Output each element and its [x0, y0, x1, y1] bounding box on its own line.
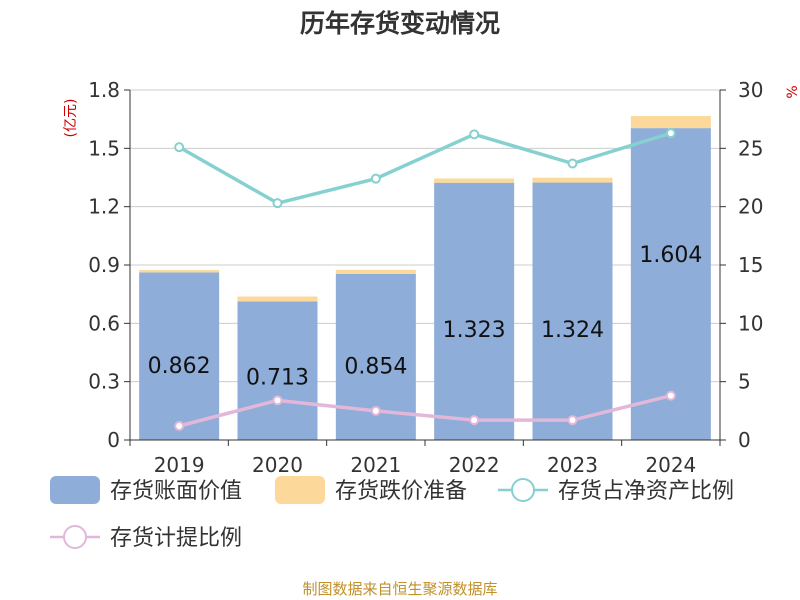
left-tick-label: 1.8 [88, 78, 120, 102]
bar-book-value [532, 182, 613, 441]
legend-marker [511, 478, 535, 502]
bar-value-label: 1.324 [541, 318, 604, 343]
legend-label: 存货账面价值 [110, 479, 242, 504]
legend-swatch [50, 476, 100, 504]
legend-marker [63, 525, 87, 549]
bar-book-value [139, 272, 220, 440]
left-tick-label: 0.9 [88, 253, 120, 277]
point-inventory-to-net-assets [469, 129, 480, 140]
source-note: 制图数据来自恒生聚源数据库 [302, 580, 497, 598]
x-tick-label: 2023 [547, 453, 598, 477]
gridlines [130, 89, 720, 383]
series-lines [174, 128, 676, 431]
x-tick-label: 2024 [645, 453, 696, 477]
left-tick-label: 0.6 [88, 311, 120, 335]
point-provision-ratio [370, 405, 381, 416]
right-tick-label: 0 [738, 428, 751, 452]
right-tick-label: 25 [738, 136, 763, 160]
point-provision-ratio [567, 415, 578, 426]
left-tick-label: 1.5 [88, 136, 120, 160]
bar-value-label: 0.713 [246, 366, 309, 391]
legend-label: 存货占净资产比例 [558, 479, 734, 504]
bar-impairment [335, 269, 416, 274]
right-tick-label: 10 [738, 311, 763, 335]
left-axis-unit: (亿元) [63, 99, 79, 138]
bar-book-value [630, 128, 711, 440]
left-tick-label: 0 [107, 428, 120, 452]
left-tick-label: 1.2 [88, 195, 120, 219]
bar-impairment [532, 177, 613, 183]
x-tick-label: 2021 [350, 453, 401, 477]
point-provision-ratio [272, 395, 283, 406]
x-tick-label: 2019 [154, 453, 205, 477]
legend-label: 存货计提比例 [110, 526, 242, 551]
chart-title: 历年存货变动情况 [300, 9, 500, 38]
axes: 0 0.3 0.6 0.9 1.2 1.5 1.8 0 5 10 15 20 25 30 2019 2020 2… [88, 78, 763, 477]
bar-value-label: 0.862 [148, 354, 211, 379]
point-inventory-to-net-assets [665, 128, 676, 139]
right-tick-label: 20 [738, 195, 763, 219]
bar-book-value [434, 182, 515, 440]
point-inventory-to-net-assets [567, 158, 578, 169]
right-tick-label: 15 [738, 253, 763, 277]
bar-value-label: 1.604 [639, 243, 702, 268]
x-tick-label: 2022 [449, 453, 500, 477]
point-inventory-to-net-assets [174, 142, 185, 153]
line-provision-ratio [178, 393, 672, 428]
point-provision-ratio [174, 421, 185, 431]
point-inventory-to-net-assets [370, 173, 381, 184]
left-tick-label: 0.3 [88, 370, 120, 394]
point-provision-ratio [469, 415, 480, 426]
line-inventory-to-net-assets [178, 131, 672, 205]
bar-impairment [630, 116, 711, 129]
legend-label: 存货跌价准备 [335, 479, 467, 504]
bars: 0.862 0.713 0.854 1.323 1.324 1.604 [139, 116, 711, 441]
bar-value-label: 0.854 [344, 355, 407, 380]
bar-book-value [237, 301, 318, 440]
right-tick-label: 30 [738, 78, 763, 102]
legend-swatch [275, 476, 325, 504]
bar-impairment [237, 296, 318, 302]
bar-impairment [434, 178, 515, 183]
x-tick-label: 2020 [252, 453, 303, 477]
bar-impairment [139, 270, 220, 273]
bar-value-label: 1.323 [443, 318, 506, 343]
right-tick-label: 5 [738, 370, 751, 394]
point-provision-ratio [665, 390, 676, 401]
right-axis-unit: % [785, 85, 800, 98]
point-inventory-to-net-assets [272, 198, 283, 209]
